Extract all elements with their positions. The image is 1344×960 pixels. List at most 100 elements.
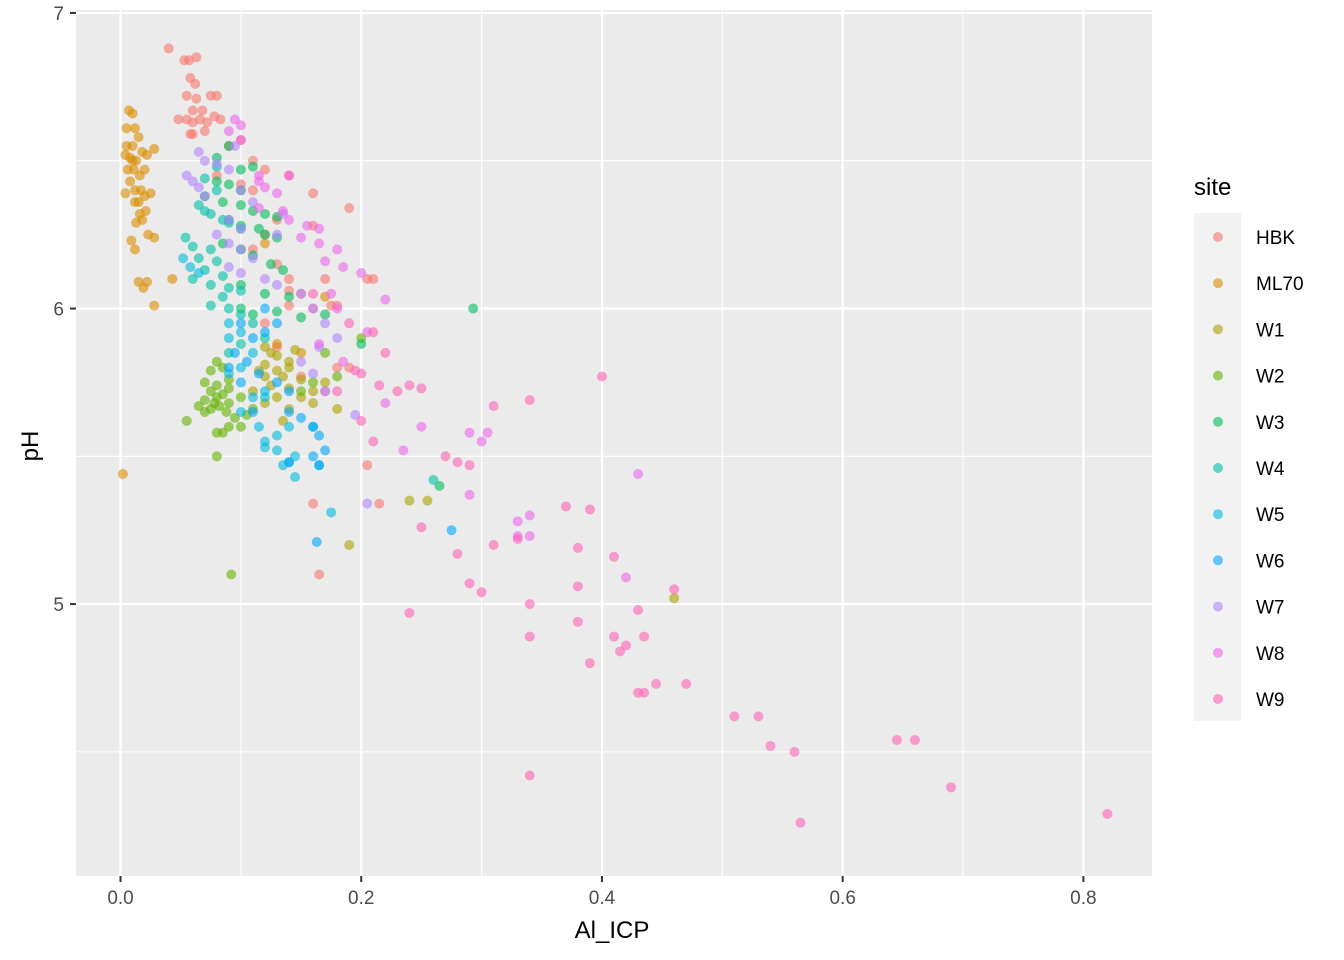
data-point [308,303,319,314]
series-W8 [223,114,644,583]
data-point [284,406,295,417]
data-point [235,285,246,296]
data-point [259,288,270,299]
data-point [253,203,264,214]
data-point [524,631,535,642]
data-point [205,404,216,415]
data-point [290,471,301,482]
legend-key [1213,416,1223,427]
data-point [572,542,583,553]
data-point [211,256,222,267]
data-point [404,607,415,618]
data-point [149,300,160,311]
data-point [422,495,433,506]
data-point [392,386,403,397]
series-W9 [284,170,1113,828]
data-point [187,105,198,116]
series-W6 [223,303,457,548]
data-point [235,392,246,403]
data-point [311,537,322,548]
data-point [284,214,295,225]
data-point [187,129,198,140]
data-point [223,164,234,175]
data-point [235,200,246,211]
data-point [320,318,331,329]
data-point [296,288,307,299]
data-point [205,279,216,290]
data-point [259,229,270,240]
data-point [308,377,319,388]
data-point [284,273,295,284]
data-point [332,244,343,255]
data-point [633,604,644,615]
data-point [127,108,138,119]
legend-item-ML70: ML70 [1213,274,1304,295]
data-point [205,208,216,219]
data-point [193,268,204,279]
legend-label: ML70 [1256,274,1304,295]
data-point [117,469,128,480]
data-point [290,344,301,355]
legend-title: site [1194,174,1231,201]
data-point [271,279,282,290]
data-point [191,93,202,104]
data-point [149,143,160,154]
data-point [524,531,535,542]
data-point [126,235,137,246]
data-point [271,430,282,441]
data-point [253,421,264,432]
data-point [609,551,619,562]
data-point [572,581,583,592]
legend-key [1213,694,1223,704]
data-point [416,383,427,394]
data-point [332,371,343,382]
data-point [326,288,337,299]
data-point [211,185,222,196]
data-point [140,205,151,216]
data-point [125,176,136,187]
data-point [223,383,234,394]
legend-item-W3: W3 [1213,413,1285,434]
data-point [338,262,349,273]
data-point [524,395,535,406]
data-point [524,510,535,521]
data-point [223,398,234,409]
data-point [235,268,246,279]
legend-key [1213,324,1223,335]
data-point [476,436,487,447]
legend-item-W9: W9 [1213,690,1285,711]
data-point [223,214,234,225]
data-point [259,273,270,284]
data-point [271,318,282,329]
data-point [121,123,132,134]
data-point [284,386,295,397]
data-point [259,182,270,193]
x-tick-label: 0.6 [829,888,855,909]
data-point [271,306,282,317]
data-point [247,406,258,417]
data-point [142,149,153,160]
data-point [199,173,210,184]
data-point [129,244,140,255]
data-point [615,646,626,657]
data-point [253,368,264,379]
data-point [284,421,295,432]
data-point [247,253,258,264]
data-point [271,188,282,199]
data-point [139,164,150,175]
data-point [190,78,201,89]
data-point [247,333,258,344]
legend-label: HBK [1256,228,1295,249]
data-point [181,90,192,101]
data-point [214,401,225,412]
x-axis-title: Al_ICP [575,917,650,944]
data-point [584,658,595,669]
data-point [278,265,289,276]
data-point [524,599,535,610]
data-point [211,158,222,169]
data-point [308,451,319,462]
data-point [296,412,307,423]
data-point [120,188,131,199]
series-W7 [181,140,373,509]
data-point [229,347,240,358]
